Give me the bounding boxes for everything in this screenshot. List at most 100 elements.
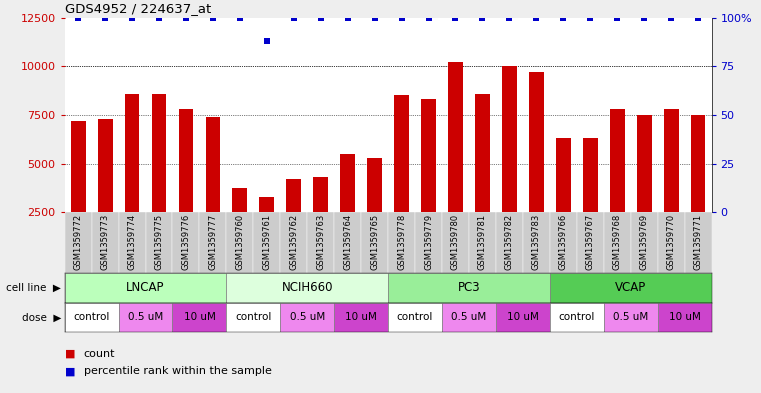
Bar (280, 212, 307, 273)
Text: NCIH660: NCIH660 (282, 281, 333, 294)
Text: 0.5 uM: 0.5 uM (613, 312, 648, 322)
Bar (664, 109, 679, 261)
Bar (631, 212, 658, 273)
Bar (442, 303, 496, 332)
Bar (388, 303, 442, 332)
Bar (691, 115, 705, 261)
Text: GSM1359764: GSM1359764 (343, 214, 352, 270)
Bar (475, 94, 490, 261)
Bar (583, 138, 597, 261)
Bar (91, 212, 119, 273)
Text: ■: ■ (65, 366, 75, 376)
Bar (314, 177, 328, 261)
Text: PC3: PC3 (457, 281, 480, 294)
Text: control: control (559, 312, 595, 322)
Bar (550, 212, 577, 273)
Bar (173, 303, 227, 332)
Bar (307, 212, 334, 273)
Text: GSM1359760: GSM1359760 (235, 214, 244, 270)
Text: control: control (74, 312, 110, 322)
Text: GSM1359762: GSM1359762 (289, 214, 298, 270)
Text: 10 uM: 10 uM (345, 312, 377, 322)
Bar (173, 212, 199, 273)
Bar (179, 109, 193, 261)
Bar (550, 303, 603, 332)
Bar (334, 212, 361, 273)
Bar (97, 119, 113, 261)
Text: 10 uM: 10 uM (669, 312, 701, 322)
Text: GSM1359768: GSM1359768 (613, 214, 622, 270)
Text: GSM1359774: GSM1359774 (128, 214, 136, 270)
Text: 10 uM: 10 uM (183, 312, 215, 322)
Bar (529, 72, 544, 261)
Bar (151, 94, 167, 261)
Text: GSM1359783: GSM1359783 (532, 214, 541, 270)
Bar (368, 158, 382, 261)
Bar (415, 212, 442, 273)
Bar (658, 303, 712, 332)
Bar (340, 154, 355, 261)
Bar (71, 121, 85, 261)
Bar (119, 212, 145, 273)
Text: GDS4952 / 224637_at: GDS4952 / 224637_at (65, 2, 211, 15)
Bar (442, 212, 469, 273)
Bar (448, 62, 463, 261)
Bar (260, 196, 274, 261)
Bar (502, 66, 517, 261)
Bar (145, 212, 173, 273)
Text: GSM1359763: GSM1359763 (317, 214, 325, 270)
Text: GSM1359761: GSM1359761 (263, 214, 272, 270)
Text: GSM1359773: GSM1359773 (100, 214, 110, 270)
Bar (205, 117, 221, 261)
Bar (280, 303, 334, 332)
Text: GSM1359776: GSM1359776 (181, 214, 190, 270)
Bar (119, 303, 173, 332)
Bar (65, 303, 119, 332)
Text: 0.5 uM: 0.5 uM (290, 312, 325, 322)
Bar (637, 115, 651, 261)
Text: count: count (84, 349, 115, 359)
Bar (421, 99, 436, 261)
Bar (469, 212, 496, 273)
Text: 10 uM: 10 uM (507, 312, 539, 322)
Text: GSM1359769: GSM1359769 (640, 214, 648, 270)
Text: control: control (397, 312, 433, 322)
Text: dose  ▶: dose ▶ (21, 312, 61, 322)
Bar (658, 212, 685, 273)
Text: GSM1359767: GSM1359767 (586, 214, 595, 270)
Text: GSM1359771: GSM1359771 (693, 214, 702, 270)
Bar (523, 212, 550, 273)
Text: GSM1359778: GSM1359778 (397, 214, 406, 270)
Text: GSM1359777: GSM1359777 (209, 214, 218, 270)
Bar (199, 212, 227, 273)
Bar (227, 273, 388, 303)
Bar (394, 95, 409, 261)
Text: GSM1359780: GSM1359780 (451, 214, 460, 270)
Bar (577, 212, 603, 273)
Bar (65, 273, 227, 303)
Text: LNCAP: LNCAP (126, 281, 165, 294)
Bar (65, 212, 91, 273)
Text: GSM1359766: GSM1359766 (559, 214, 568, 270)
Bar (253, 212, 280, 273)
Text: GSM1359765: GSM1359765 (370, 214, 379, 270)
Bar (556, 138, 571, 261)
Bar (232, 188, 247, 261)
Bar (227, 212, 253, 273)
Bar (361, 212, 388, 273)
Text: GSM1359781: GSM1359781 (478, 214, 487, 270)
Text: control: control (235, 312, 272, 322)
Bar (125, 94, 139, 261)
Bar (603, 212, 631, 273)
Bar (388, 212, 415, 273)
Text: GSM1359775: GSM1359775 (154, 214, 164, 270)
Bar (496, 212, 523, 273)
Text: cell line  ▶: cell line ▶ (6, 283, 61, 293)
Text: GSM1359770: GSM1359770 (667, 214, 676, 270)
Bar (496, 303, 550, 332)
Text: ■: ■ (65, 349, 75, 359)
Text: VCAP: VCAP (615, 281, 646, 294)
Bar (610, 109, 625, 261)
Text: GSM1359772: GSM1359772 (74, 214, 83, 270)
Bar (286, 179, 301, 261)
